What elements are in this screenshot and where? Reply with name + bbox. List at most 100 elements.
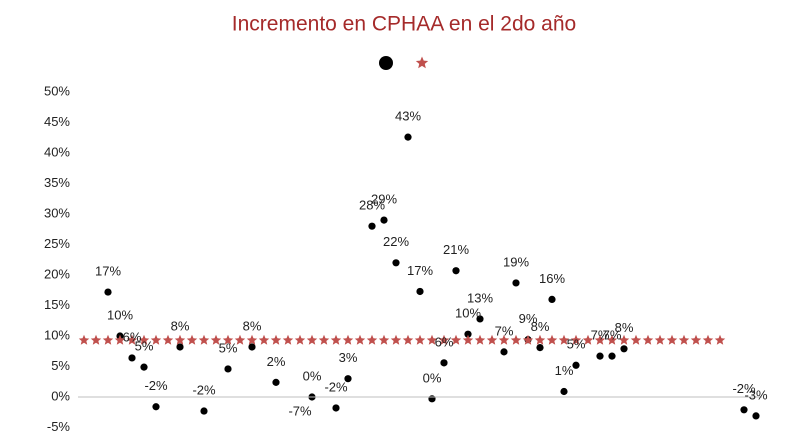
dot-marker xyxy=(620,345,628,353)
star-marker xyxy=(282,334,294,345)
data-label: 13% xyxy=(467,290,493,305)
dot-marker xyxy=(368,222,376,230)
star-marker xyxy=(450,334,462,345)
dot-marker xyxy=(476,315,484,323)
data-label: 43% xyxy=(395,109,421,124)
star-marker xyxy=(186,334,198,345)
dot-marker xyxy=(608,352,616,360)
star-marker xyxy=(414,334,426,345)
star-marker xyxy=(642,334,654,345)
data-label: 0% xyxy=(303,368,322,383)
dot-marker xyxy=(380,216,388,224)
dot-marker xyxy=(500,348,508,356)
y-tick-label: 50% xyxy=(44,83,70,98)
star-marker xyxy=(138,334,150,345)
star-marker xyxy=(258,334,270,345)
data-label: 28% xyxy=(359,198,385,213)
data-label: 2% xyxy=(267,354,286,369)
data-label: -2% xyxy=(144,378,168,393)
dot-marker xyxy=(392,259,400,267)
dot-marker xyxy=(440,359,448,367)
data-label: 8% xyxy=(615,320,634,335)
dot-marker xyxy=(572,361,580,369)
star-marker xyxy=(78,334,90,345)
dot-marker xyxy=(200,407,208,415)
dot-marker xyxy=(452,267,460,275)
star-marker xyxy=(210,334,222,345)
star-marker xyxy=(606,334,618,345)
data-label: -2% xyxy=(192,382,216,397)
star-marker xyxy=(150,334,162,345)
star-marker xyxy=(234,334,246,345)
data-label: -2% xyxy=(732,381,756,396)
star-marker xyxy=(162,334,174,345)
star-marker xyxy=(390,334,402,345)
dot-marker xyxy=(152,403,160,411)
star-marker xyxy=(270,334,282,345)
star-marker xyxy=(462,334,474,345)
star-marker xyxy=(330,334,342,345)
dot-marker xyxy=(548,295,556,303)
dot-marker xyxy=(464,330,472,338)
chart-title: Incremento en CPHAA en el 2do año xyxy=(232,13,576,36)
star-marker xyxy=(558,334,570,345)
data-label: -7% xyxy=(288,403,312,418)
data-label: 17% xyxy=(95,264,121,279)
data-label: -2% xyxy=(324,379,348,394)
data-label: 21% xyxy=(443,242,469,257)
data-label: 7% xyxy=(495,323,514,338)
star-marker xyxy=(90,334,102,345)
star-marker xyxy=(486,334,498,345)
dot-marker xyxy=(248,343,256,351)
legend-marker xyxy=(415,56,429,69)
y-tick-label: 45% xyxy=(44,114,70,129)
data-label: 5% xyxy=(567,337,586,352)
dot-marker xyxy=(104,288,112,296)
legend-marker xyxy=(379,56,393,70)
dot-marker xyxy=(740,406,748,414)
data-label: 5% xyxy=(135,339,154,354)
dot-marker xyxy=(332,404,340,412)
star-marker xyxy=(114,334,126,345)
data-label: 8% xyxy=(171,318,190,333)
data-label: 6% xyxy=(123,329,142,344)
data-label: 3% xyxy=(339,350,358,365)
star-marker xyxy=(174,334,186,345)
dot-marker xyxy=(428,395,436,403)
dot-marker xyxy=(560,387,568,396)
data-label: 6% xyxy=(435,334,454,349)
star-marker xyxy=(498,334,510,345)
data-label: -3% xyxy=(744,387,768,402)
star-marker xyxy=(426,334,438,345)
dot-marker xyxy=(404,133,412,141)
data-label: 10% xyxy=(455,306,481,321)
data-label: 29% xyxy=(371,192,397,207)
star-marker xyxy=(342,334,354,345)
star-marker xyxy=(714,334,726,345)
dot-marker xyxy=(224,365,232,373)
data-label: 1% xyxy=(555,363,574,378)
data-label: 5% xyxy=(219,340,238,355)
dot-marker xyxy=(752,412,760,420)
dot-marker xyxy=(536,343,544,352)
dot-marker xyxy=(416,287,424,296)
star-marker xyxy=(522,334,534,345)
y-tick-label: 5% xyxy=(51,358,70,373)
star-marker xyxy=(198,334,210,345)
star-marker xyxy=(402,334,414,345)
star-marker xyxy=(630,334,642,345)
star-marker xyxy=(546,334,558,345)
dot-marker xyxy=(140,363,148,371)
y-tick-label: 15% xyxy=(44,297,70,312)
star-marker xyxy=(354,334,366,345)
star-marker xyxy=(318,334,330,345)
star-marker xyxy=(510,334,522,345)
star-marker xyxy=(102,334,114,345)
star-marker xyxy=(126,334,138,345)
y-tick-label: -5% xyxy=(47,419,71,432)
dot-marker xyxy=(272,378,280,386)
star-marker xyxy=(438,334,450,345)
star-marker xyxy=(306,334,318,345)
dot-marker xyxy=(512,279,520,287)
